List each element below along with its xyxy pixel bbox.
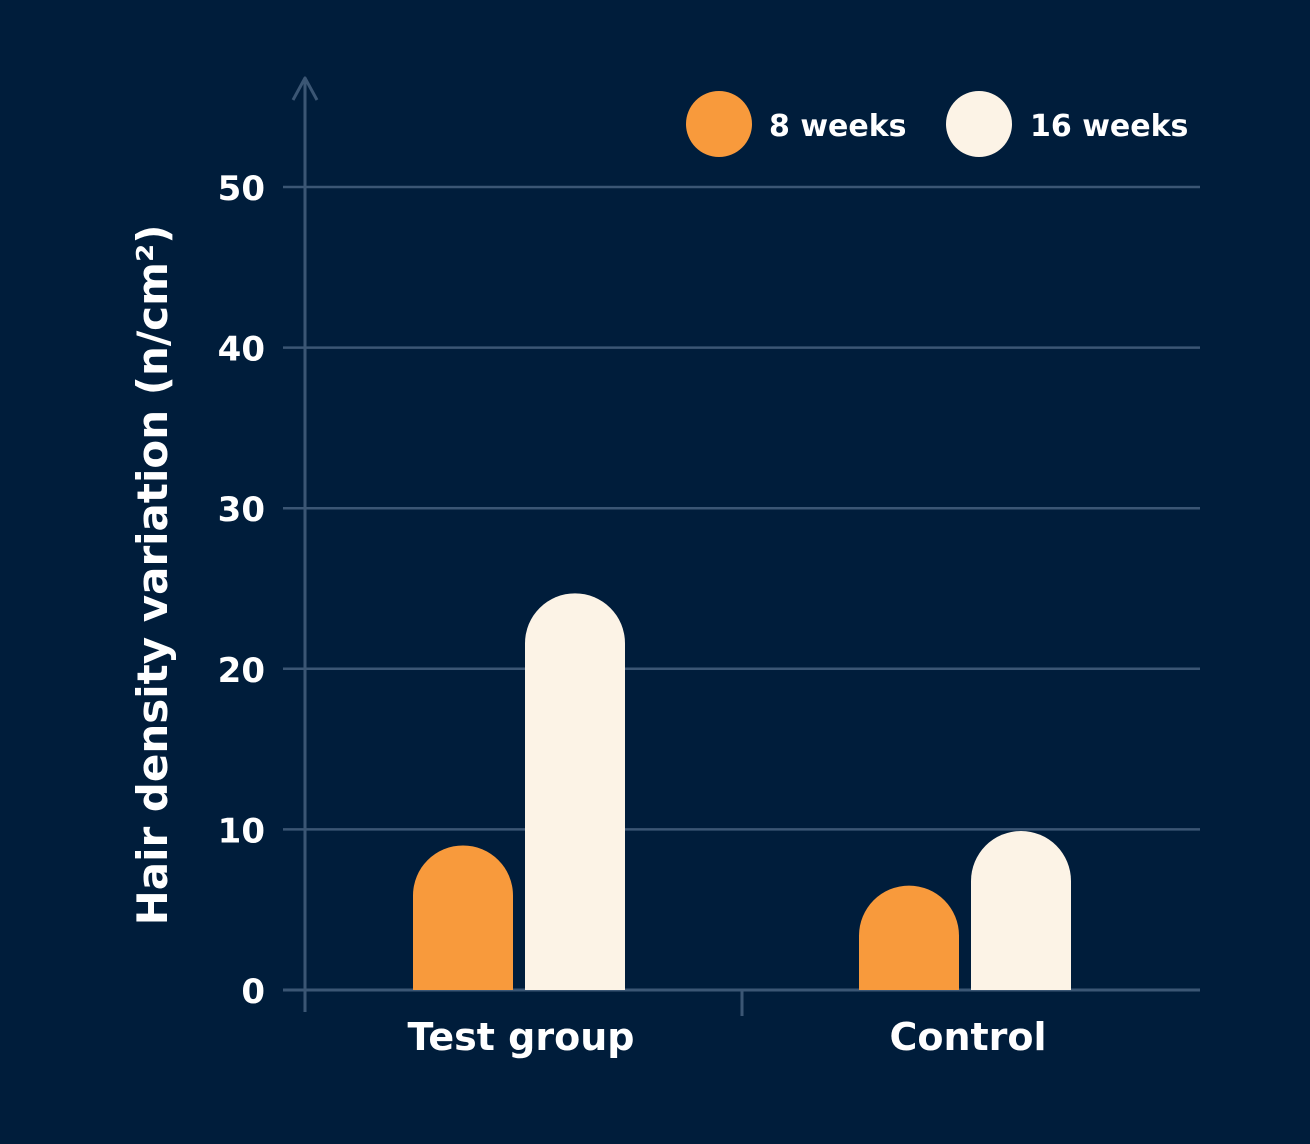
- y-tick-label: 40: [218, 330, 265, 370]
- y-tick-label: 20: [218, 651, 265, 691]
- y-axis-arrow-icon: [291, 76, 319, 101]
- gridlines: [283, 185, 1200, 831]
- legend: 8 weeks 16 weeks: [686, 91, 1188, 157]
- legend-label: 8 weeks: [769, 109, 907, 144]
- y-tick-label: 50: [218, 169, 265, 209]
- y-tick-label: 10: [218, 811, 265, 851]
- bar: [413, 845, 513, 990]
- legend-label: 16 weeks: [1030, 109, 1188, 144]
- y-axis-title: Hair density variation (n/cm²): [128, 225, 177, 926]
- bar: [525, 593, 625, 990]
- bar: [971, 831, 1071, 990]
- x-tick-label: Test group: [408, 1015, 635, 1059]
- legend-swatch: [946, 91, 1012, 157]
- y-tick-label: 0: [241, 972, 265, 1012]
- y-tick-labels: 0 10 20 30 40 50: [218, 169, 265, 1012]
- bars: [413, 593, 1071, 990]
- legend-swatch: [686, 91, 752, 157]
- x-tick-label: Control: [889, 1015, 1046, 1059]
- bar: [859, 885, 959, 990]
- y-tick-label: 30: [218, 490, 265, 530]
- x-tick-labels: Test group Control: [408, 1015, 1047, 1059]
